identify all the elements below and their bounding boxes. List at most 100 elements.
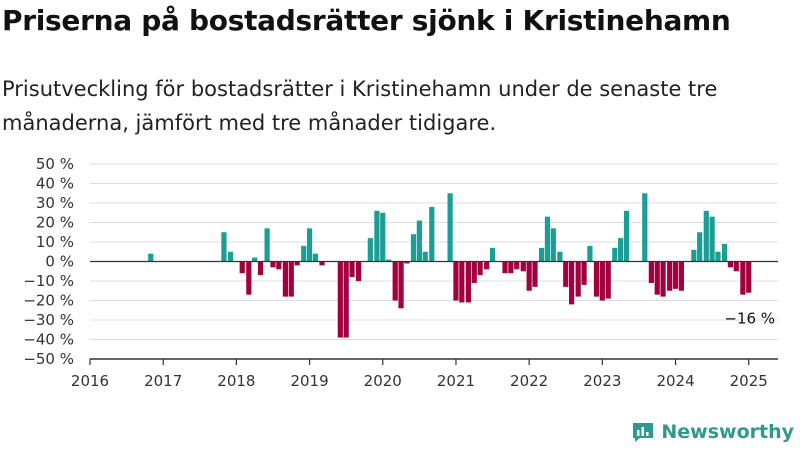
bar (550, 228, 556, 262)
annotations: −16 % (724, 310, 775, 328)
bar (581, 261, 587, 285)
bar (569, 261, 575, 305)
bar (599, 261, 605, 301)
bar (642, 193, 648, 262)
bar (319, 261, 325, 266)
y-tick-label: 20 % (36, 214, 74, 232)
bar (416, 220, 422, 262)
bar (252, 257, 258, 262)
bar (733, 261, 739, 272)
x-tick-label: 2021 (437, 372, 475, 390)
bar (484, 261, 490, 270)
bar (270, 261, 276, 268)
bar (618, 238, 624, 262)
bar (526, 261, 532, 291)
bar (422, 251, 428, 262)
x-tick-label: 2024 (656, 372, 694, 390)
x-tick-label: 2022 (510, 372, 548, 390)
bar (557, 251, 563, 262)
bar (697, 232, 703, 262)
bar (740, 261, 746, 295)
bar (221, 232, 227, 262)
y-tick-label: 10 % (36, 233, 74, 251)
last-value-label: −16 % (724, 310, 775, 328)
bar (386, 259, 392, 262)
bar (246, 261, 252, 295)
bar (282, 261, 289, 297)
bar (447, 193, 453, 262)
newsworthy-logo-icon (633, 423, 654, 442)
bar (301, 245, 307, 262)
y-tick-label: −30 % (23, 311, 74, 329)
bar (374, 210, 380, 262)
bar (538, 247, 545, 262)
bar (514, 261, 520, 270)
y-tick-label: −20 % (23, 292, 74, 310)
x-tick-label: 2017 (144, 372, 182, 390)
bar (703, 210, 709, 262)
bar (648, 261, 654, 283)
x-tick-label: 2016 (71, 372, 109, 390)
bar (239, 261, 245, 274)
bar (404, 261, 410, 264)
bar (532, 261, 538, 287)
bar (575, 261, 581, 297)
x-tick-label: 2018 (217, 372, 255, 390)
bar (502, 261, 508, 274)
bar (312, 253, 319, 262)
bar (306, 228, 313, 262)
x-tick-label: 2019 (290, 372, 328, 390)
y-tick-label: 40 % (36, 175, 74, 193)
bar (489, 247, 496, 262)
bar (264, 228, 270, 262)
brand-name: Newsworthy (661, 421, 794, 443)
bar (453, 261, 459, 301)
bars (148, 193, 752, 338)
y-tick-label: 0 % (45, 253, 74, 271)
bar (410, 234, 417, 262)
bar (477, 261, 483, 276)
bar (563, 261, 569, 287)
bar (660, 261, 666, 297)
chart-subtitle: Prisutveckling för bostadsrätter i Krist… (2, 77, 718, 135)
bar (709, 216, 715, 262)
bar (691, 249, 697, 262)
x-tick-label: 2025 (730, 372, 768, 390)
bar (392, 261, 398, 301)
bar (356, 261, 362, 281)
y-tick-label: 50 % (36, 155, 74, 173)
bar (508, 261, 514, 274)
page-title: Priserna på bostadsrätter sjönk i Kristi… (2, 4, 731, 37)
bar (520, 261, 526, 272)
bar (715, 251, 721, 262)
bar (623, 210, 630, 262)
bar (727, 261, 734, 268)
bar (288, 261, 294, 297)
bar (367, 238, 373, 262)
y-tick-label: −10 % (23, 272, 74, 290)
bar (343, 261, 349, 338)
bar (593, 261, 600, 297)
y-tick-label: −50 % (23, 350, 74, 368)
bar (587, 245, 593, 262)
bar (227, 251, 234, 262)
bar (459, 261, 465, 303)
x-tick-label: 2020 (364, 372, 402, 390)
bar (721, 243, 728, 262)
bar (380, 212, 386, 262)
x-axis-labels: 2016 2017 2018 2019 2020 2021 2022 2023 2024 2025 (71, 372, 768, 390)
bar (672, 261, 679, 289)
bar (398, 261, 404, 309)
y-tick-label: −40 % (23, 331, 74, 349)
bar (667, 261, 673, 291)
bar (257, 261, 264, 276)
y-axis-labels: 50 % 40 %30 % 20 %10 % 0 %−10 % −20 %−30 % −4… (23, 155, 74, 368)
bar (544, 216, 551, 262)
bar (746, 261, 752, 293)
bar (465, 261, 471, 303)
axes (89, 260, 778, 365)
bar (654, 261, 660, 295)
bar (337, 261, 343, 338)
newsworthy-logo: Newsworthy (631, 420, 794, 444)
